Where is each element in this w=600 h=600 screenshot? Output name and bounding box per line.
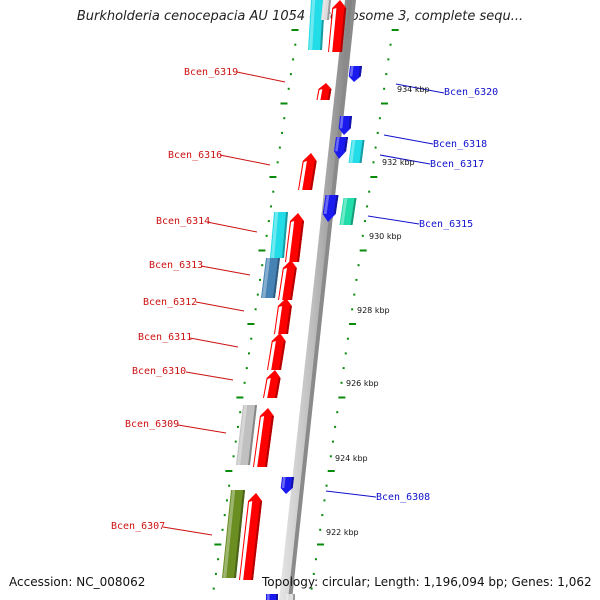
gene-label-bcen-6307: Bcen_6307 bbox=[111, 521, 165, 532]
scale-label-922: 922 kbp bbox=[326, 528, 359, 537]
map-title: Burkholderia cenocepacia AU 1054 chromos… bbox=[76, 9, 524, 24]
gene-bcen-6315 bbox=[322, 195, 339, 222]
gene-label-bcen-6319: Bcen_6319 bbox=[184, 67, 238, 78]
topology-text: Topology: circular; Length: 1,196,094 bp… bbox=[262, 575, 592, 589]
gene-bcen-6309-gray bbox=[236, 405, 257, 465]
accession-text: Accession: NC_008062 bbox=[9, 575, 146, 589]
left-guide-track bbox=[212, 29, 299, 590]
scale-label-928: 928 kbp bbox=[357, 306, 390, 315]
gene-label-bcen-6316: Bcen_6316 bbox=[168, 150, 222, 161]
gene-bcen-6307-olive bbox=[222, 490, 245, 578]
gene-bcen-6316 bbox=[298, 153, 317, 190]
scale-label-930: 930 kbp bbox=[369, 232, 402, 241]
scale-label-924: 924 kbp bbox=[335, 454, 368, 463]
gene-label-bcen-6315: Bcen_6315 bbox=[419, 219, 473, 230]
gene-bcen-6310 bbox=[263, 370, 281, 398]
gene-bcen-6318b bbox=[334, 137, 348, 159]
gene-label-bcen-6318: Bcen_6318 bbox=[433, 139, 487, 150]
gene-label-bcen-6317: Bcen_6317 bbox=[430, 159, 484, 170]
gene-bcen-6314 bbox=[285, 213, 305, 262]
gene-label-bcen-6310: Bcen_6310 bbox=[132, 366, 186, 377]
gene-bcen-6318 bbox=[338, 116, 352, 135]
gene-bcen-6308 bbox=[280, 477, 294, 494]
scale-label-934: 934 kbp bbox=[397, 85, 430, 94]
feature-bottom-gray bbox=[285, 594, 295, 600]
gene-bcen-6313-blue bbox=[261, 258, 280, 298]
gene-label-bcen-6312: Bcen_6312 bbox=[143, 297, 197, 308]
gene-bcen-6320 bbox=[348, 66, 362, 82]
gene-bcen-6312 bbox=[274, 298, 292, 334]
track-guides bbox=[212, 29, 399, 590]
gene-label-bcen-6311: Bcen_6311 bbox=[138, 332, 192, 343]
gene-bcen-6307 bbox=[239, 493, 263, 580]
gene-bcen-6311 bbox=[267, 333, 286, 370]
gene-bcen-6317 bbox=[348, 140, 365, 163]
feature-bottom-blue bbox=[266, 594, 278, 600]
feature-top-forward bbox=[328, 0, 347, 52]
gene-bcen-6314-cyan bbox=[270, 212, 288, 258]
gene-bcen-6309 bbox=[253, 408, 274, 467]
gene-label-bcen-6313: Bcen_6313 bbox=[149, 260, 203, 271]
gene-label-bcen-6308: Bcen_6308 bbox=[376, 492, 430, 503]
gene-features bbox=[222, 0, 365, 600]
scale-label-926: 926 kbp bbox=[346, 379, 379, 388]
feature-gray-top bbox=[321, 0, 331, 20]
scale-label-932: 932 kbp bbox=[382, 158, 415, 167]
scale-labels: 934 kbp 932 kbp 930 kbp 928 kbp 926 kbp … bbox=[326, 85, 430, 537]
right-guide-track bbox=[310, 29, 399, 590]
gene-labels: Bcen_6319 Bcen_6316 Bcen_6314 Bcen_6313 … bbox=[111, 67, 498, 536]
gene-bcen-6315-green bbox=[339, 198, 357, 225]
gene-bcen-6319 bbox=[316, 83, 332, 100]
gene-label-bcen-6320: Bcen_6320 bbox=[444, 87, 498, 98]
gene-label-bcen-6309: Bcen_6309 bbox=[125, 419, 179, 430]
gene-bcen-6313 bbox=[278, 260, 297, 300]
gene-label-bcen-6314: Bcen_6314 bbox=[156, 216, 210, 227]
